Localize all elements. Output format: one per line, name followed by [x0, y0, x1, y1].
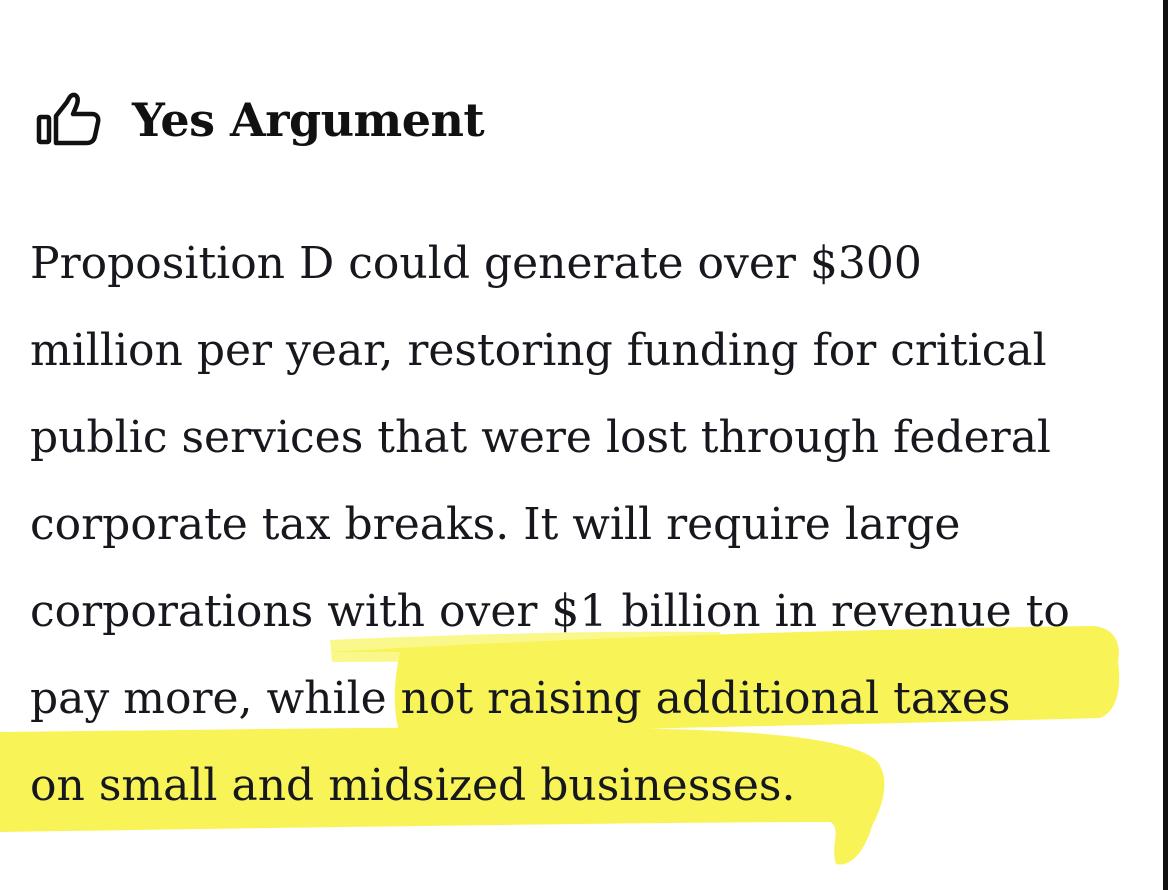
argument-line: million per year, restoring funding for …	[30, 325, 1047, 376]
argument-line: pay more, while not raising additional t…	[30, 673, 1011, 724]
argument-line: Proposition D could generate over $300	[30, 238, 922, 289]
screen-edge-divider	[1163, 0, 1168, 890]
page-title: Yes Argument	[132, 93, 485, 147]
argument-line: on small and midsized businesses.	[30, 760, 796, 811]
argument-line: corporate tax breaks. It will require la…	[30, 499, 961, 550]
thumbs-up-icon	[36, 92, 101, 146]
argument-header: Yes Argument	[36, 88, 485, 152]
argument-line: corporations with over $1 billion in rev…	[30, 586, 1070, 637]
argument-line: public services that were lost through f…	[30, 412, 1052, 463]
argument-text: Proposition D could generate over $300 m…	[30, 220, 1140, 829]
